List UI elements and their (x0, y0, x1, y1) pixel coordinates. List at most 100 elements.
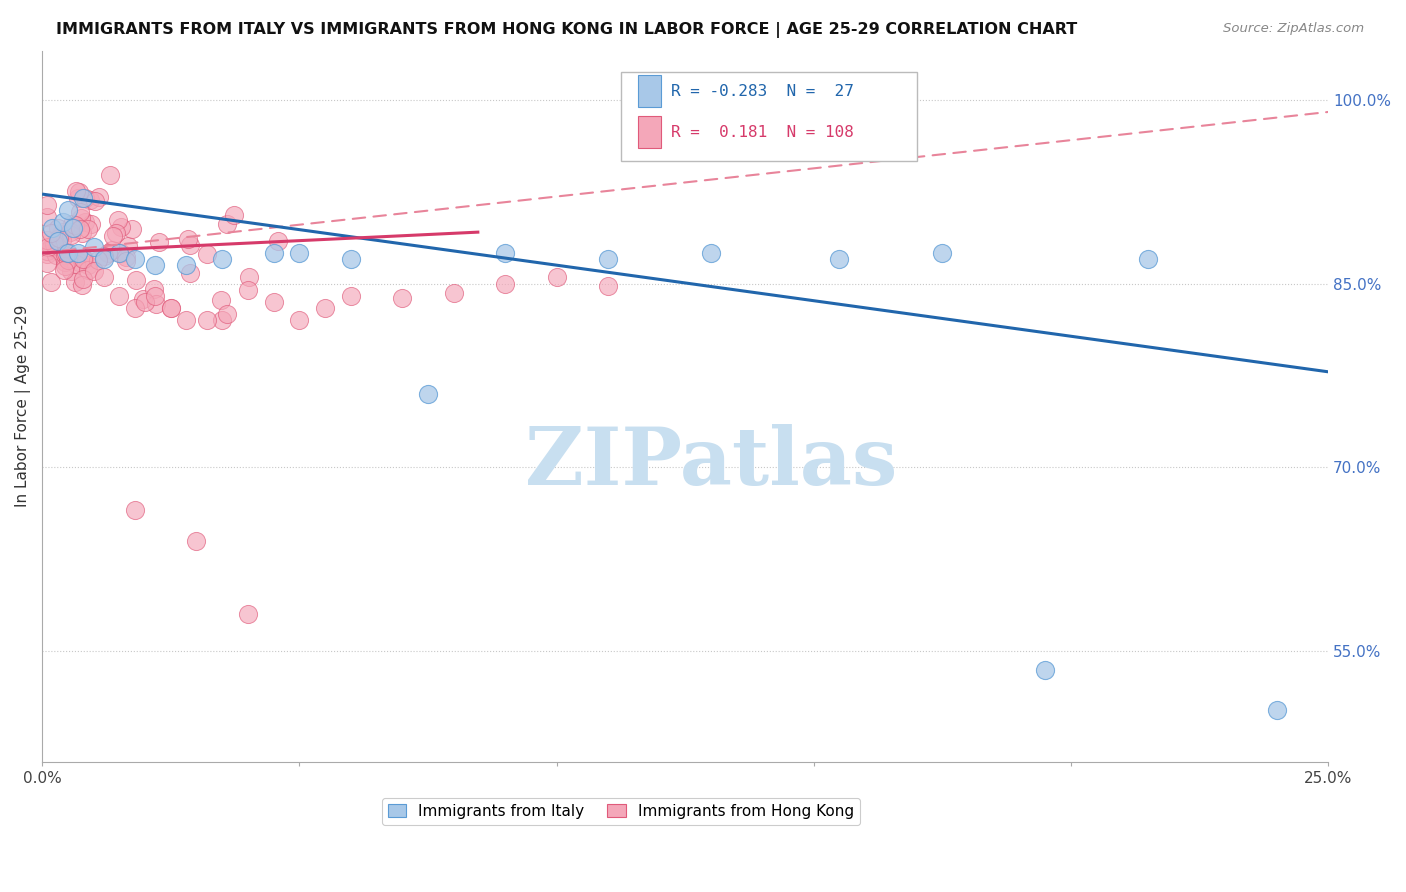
Point (70, 226, 93, 240)
Point (66, 191, 89, 205)
Point (108, 289, 131, 303)
Point (494, 277, 516, 291)
Point (73, 252, 96, 266)
Point (416, 387, 439, 401)
Point (73, 215, 96, 229)
Point (828, 252, 851, 266)
Point (70, 278, 93, 293)
Point (69, 205, 91, 219)
Point (80, 217, 103, 231)
Point (65, 184, 87, 198)
FancyBboxPatch shape (621, 72, 917, 161)
Point (174, 313, 197, 327)
Point (67, 255, 90, 269)
Point (72, 191, 94, 205)
Point (108, 246, 131, 260)
Bar (637, 75, 661, 107)
Point (39, 276, 62, 290)
Point (37, 256, 59, 270)
Point (87, 190, 110, 204)
Point (195, 246, 218, 260)
Point (124, 503, 146, 517)
Point (69, 222, 91, 236)
Point (41, 221, 63, 235)
Point (236, 283, 259, 297)
Point (117, 239, 139, 253)
Point (263, 246, 285, 260)
Point (1137, 252, 1160, 266)
Point (76, 263, 98, 277)
Point (288, 246, 311, 260)
Point (73, 191, 96, 205)
Point (46, 234, 69, 248)
Point (56, 246, 79, 260)
Point (236, 607, 259, 622)
Point (266, 234, 288, 248)
Point (186, 533, 208, 548)
Point (98, 168, 121, 182)
Point (114, 253, 136, 268)
Point (104, 226, 127, 240)
Point (101, 244, 124, 258)
Point (143, 258, 166, 272)
Point (314, 301, 336, 315)
Point (107, 213, 129, 227)
Point (148, 235, 170, 249)
Point (51, 227, 73, 242)
Point (83, 194, 105, 208)
Point (131, 292, 153, 306)
Point (211, 252, 233, 266)
Point (76, 258, 98, 272)
Point (134, 294, 156, 309)
Point (596, 279, 619, 293)
Point (53, 259, 76, 273)
Point (46, 220, 69, 235)
Point (209, 293, 232, 308)
Point (179, 237, 201, 252)
Point (59, 225, 82, 239)
Point (53, 262, 76, 277)
Point (86, 253, 108, 268)
Point (37, 197, 59, 211)
Point (62, 221, 84, 235)
Point (177, 232, 200, 246)
Point (211, 313, 233, 327)
Point (83, 264, 105, 278)
Text: ZIPatlas: ZIPatlas (524, 424, 897, 502)
Point (56, 202, 79, 217)
Text: R = -0.283  N =  27: R = -0.283 N = 27 (671, 84, 853, 99)
Bar (637, 116, 661, 148)
Point (224, 208, 246, 222)
Point (37, 240, 59, 254)
Point (931, 246, 953, 260)
Point (143, 281, 166, 295)
Point (339, 252, 361, 266)
Point (53, 254, 76, 268)
Point (37, 233, 59, 247)
Point (45, 244, 67, 258)
Point (1033, 663, 1056, 677)
Point (217, 217, 239, 231)
Point (83, 240, 105, 254)
Point (145, 297, 167, 311)
Point (596, 252, 619, 266)
Point (110, 219, 132, 234)
Point (179, 266, 201, 280)
Point (63, 275, 86, 289)
Point (195, 313, 218, 327)
Point (97, 246, 120, 260)
Point (52, 215, 75, 229)
Point (700, 246, 723, 260)
Point (53, 248, 76, 262)
Point (67, 185, 90, 199)
Point (59, 264, 82, 278)
Point (51, 233, 73, 247)
Point (124, 252, 146, 266)
Y-axis label: In Labor Force | Age 25-29: In Labor Force | Age 25-29 (15, 305, 31, 508)
Point (93, 249, 115, 263)
Point (159, 301, 181, 315)
Point (58, 252, 80, 266)
Point (52, 225, 75, 239)
Point (93, 252, 115, 266)
Point (159, 301, 181, 315)
